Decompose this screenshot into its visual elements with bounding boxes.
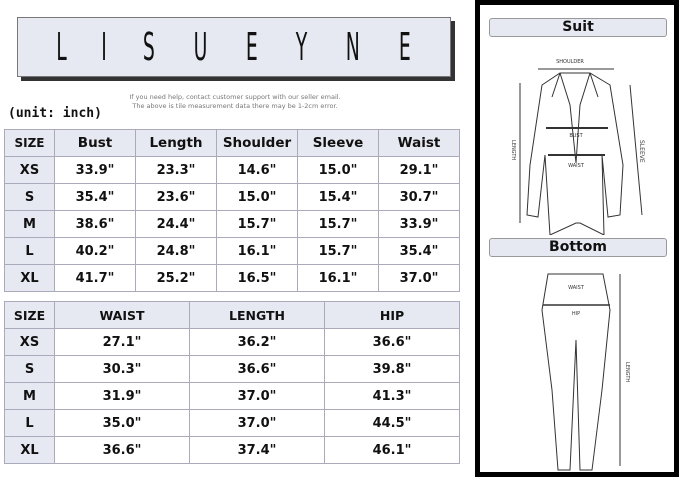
measurement-cell: 30.3" <box>54 355 190 383</box>
measurement-cell: 15.7" <box>216 210 298 238</box>
logo-letter: I <box>101 25 108 69</box>
measurement-cell: 16.5" <box>216 264 298 292</box>
pants-diagram: WAIST HIP LENGTH <box>541 273 630 471</box>
logo-letter: Y <box>295 25 308 69</box>
measurement-cell: 37.4" <box>189 436 325 464</box>
length-label: LENGTH <box>510 140 516 160</box>
size-cell: L <box>4 237 55 265</box>
measurement-cell: 31.9" <box>54 382 190 410</box>
measurement-cell: 14.6" <box>216 156 298 184</box>
sleeve-label: SLEEVE <box>638 140 645 163</box>
logo-letter: L <box>56 25 67 69</box>
measurement-cell: 35.4" <box>378 237 460 265</box>
size-cell: M <box>4 382 55 410</box>
measurement-cell: 46.1" <box>324 436 460 464</box>
size-cell: XL <box>4 436 55 464</box>
hip-label: HIP <box>572 311 580 317</box>
measurement-cell: 15.7" <box>297 237 379 265</box>
table-row: XL 36.6" 37.4" 46.1" <box>4 436 460 464</box>
measurement-cell: 38.6" <box>54 210 136 238</box>
measurement-cell: 23.3" <box>135 156 217 184</box>
measurement-cell: 37.0" <box>189 409 325 437</box>
measurement-cell: 36.6" <box>324 328 460 356</box>
measurement-cell: 39.8" <box>324 355 460 383</box>
logo-letter: U <box>193 25 208 69</box>
column-header: LENGTH <box>189 301 325 329</box>
measurement-cell: 30.7" <box>378 183 460 211</box>
size-cell: XS <box>4 328 55 356</box>
measurement-cell: 29.1" <box>378 156 460 184</box>
table-row: M 38.6" 24.4" 15.7" 15.7" 33.9" <box>4 210 460 238</box>
size-cell: S <box>4 355 55 383</box>
bottom-heading: Bottom <box>489 238 667 257</box>
unit-label: (unit: inch) <box>8 106 102 121</box>
measurement-cell: 33.9" <box>54 156 136 184</box>
measurement-cell: 33.9" <box>378 210 460 238</box>
logo-letter: S <box>142 25 155 69</box>
measurement-cell: 36.2" <box>189 328 325 356</box>
column-header: WAIST <box>54 301 190 329</box>
waist-label: WAIST <box>568 285 585 291</box>
measurement-cell: 23.6" <box>135 183 217 211</box>
suit-diagram: SHOULDER BUST WAIST LENGTH SLEEVE <box>510 59 645 235</box>
table-row: S 35.4" 23.6" 15.0" 15.4" 30.7" <box>4 183 460 211</box>
table-row: XL 41.7" 25.2" 16.5" 16.1" 37.0" <box>4 264 460 292</box>
table-row: XS 27.1" 36.2" 36.6" <box>4 328 460 356</box>
logo-letter: E <box>399 25 411 69</box>
measurement-cell: 15.7" <box>297 210 379 238</box>
brand-logo: L I S U E Y N E <box>17 17 451 77</box>
measurement-cell: 41.3" <box>324 382 460 410</box>
help-text: If you need help, contact customer suppo… <box>129 93 341 101</box>
table-row: L 40.2" 24.8" 16.1" 15.7" 35.4" <box>4 237 460 265</box>
measurement-cell: 24.4" <box>135 210 217 238</box>
measurement-cell: 16.1" <box>297 264 379 292</box>
suit-size-table: SIZE Bust Length Shoulder Sleeve Waist XS 33.9"… <box>4 129 460 292</box>
bottom-size-table: SIZE WAIST LENGTH HIP XS 27.1" 36.2" 36.6" S 30.3… <box>4 301 460 464</box>
measurement-cell: 41.7" <box>54 264 136 292</box>
shoulder-label: SHOULDER <box>556 59 584 65</box>
measurement-cell: 15.4" <box>297 183 379 211</box>
measurement-cell: 15.0" <box>297 156 379 184</box>
measurement-cell: 25.2" <box>135 264 217 292</box>
measurement-cell: 35.0" <box>54 409 190 437</box>
column-header: Bust <box>54 129 136 157</box>
measurement-cell: 35.4" <box>54 183 136 211</box>
table-row: XS 33.9" 23.3" 14.6" 15.0" 29.1" <box>4 156 460 184</box>
measurement-cell: 15.0" <box>216 183 298 211</box>
measurement-cell: 24.8" <box>135 237 217 265</box>
column-header: Sleeve <box>297 129 379 157</box>
length-label: LENGTH <box>624 362 630 382</box>
column-header: Waist <box>378 129 460 157</box>
measurement-cell: 44.5" <box>324 409 460 437</box>
logo-letter: E <box>246 25 258 69</box>
measurement-diagram-panel: Suit SHOULDER BUST WAIST LENGTH SLEEVE B… <box>475 0 679 477</box>
column-header: HIP <box>324 301 460 329</box>
column-header: SIZE <box>4 129 55 157</box>
measurement-cell: 27.1" <box>54 328 190 356</box>
size-cell: M <box>4 210 55 238</box>
measurement-cell: 16.1" <box>216 237 298 265</box>
suit-heading: Suit <box>489 18 667 37</box>
waist-label: WAIST <box>568 163 585 169</box>
measurement-cell: 36.6" <box>189 355 325 383</box>
column-header: Shoulder <box>216 129 298 157</box>
size-cell: S <box>4 183 55 211</box>
size-cell: XL <box>4 264 55 292</box>
bust-label: BUST <box>569 133 583 139</box>
measurement-cell: 36.6" <box>54 436 190 464</box>
table-row: S 30.3" 36.6" 39.8" <box>4 355 460 383</box>
error-note: The above is tile measurement data there… <box>132 102 338 110</box>
size-cell: L <box>4 409 55 437</box>
table-row: M 31.9" 37.0" 41.3" <box>4 382 460 410</box>
column-header: SIZE <box>4 301 55 329</box>
measurement-cell: 37.0" <box>378 264 460 292</box>
column-header: Length <box>135 129 217 157</box>
size-cell: XS <box>4 156 55 184</box>
measurement-cell: 40.2" <box>54 237 136 265</box>
measurement-cell: 37.0" <box>189 382 325 410</box>
table-row: L 35.0" 37.0" 44.5" <box>4 409 460 437</box>
logo-letter: N <box>346 25 361 69</box>
